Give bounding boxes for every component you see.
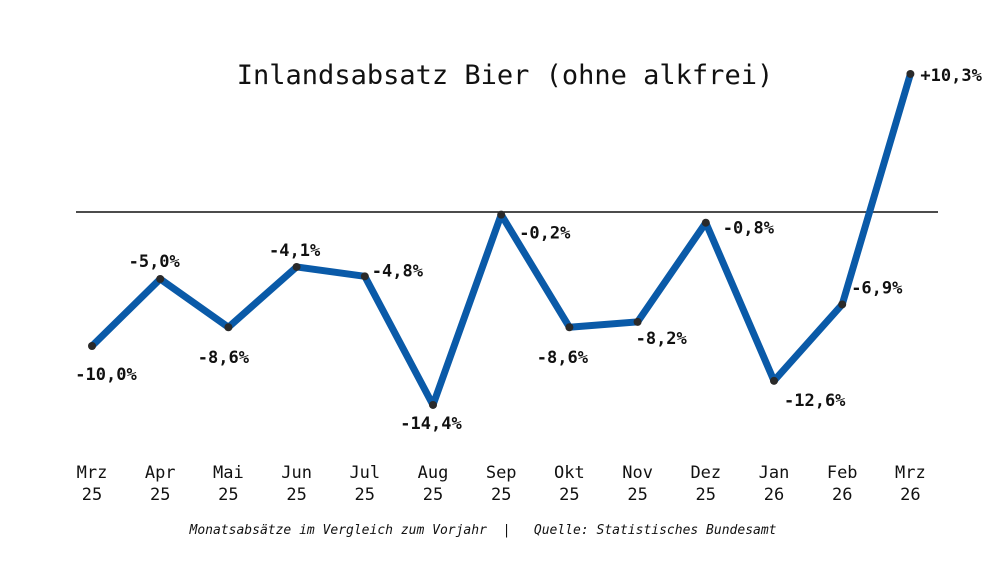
x-tick-year: 25 [559,485,579,505]
data-label: -10,0% [75,365,137,385]
data-point [701,218,710,227]
x-tick-month: Nov [622,463,653,483]
x-tick-year: 25 [82,485,102,505]
data-label: -0,2% [519,224,571,244]
x-tick-year: 25 [491,485,511,505]
data-label: -4,8% [372,261,424,281]
x-tick-year: 25 [696,485,716,505]
data-point [88,342,96,350]
data-point [770,376,778,385]
x-tick-year: 25 [286,485,306,505]
x-tick-month: Dez [690,463,721,483]
x-tick-year: 25 [627,485,647,505]
data-point [565,323,574,332]
x-tick-year: 25 [218,485,238,505]
chart-title: Inlandsabsatz Bier (ohne alkfrei) [237,60,773,91]
data-label: -14,4% [400,414,462,434]
data-label: -4,1% [269,241,321,261]
data-point [429,400,437,409]
x-tick-month: Mai [213,463,244,483]
x-tick-month: Feb [827,463,858,483]
x-tick-year: 26 [832,485,852,505]
data-point [633,317,642,326]
data-label: -12,6% [784,391,846,411]
data-label: -8,2% [636,329,688,349]
chart-caption: Monatsabsätze im Vergleich zum Vorjahr |… [189,523,777,538]
x-tick-month: Jul [349,463,380,483]
x-tick-year: 25 [355,485,375,505]
data-label: -8,6% [198,348,250,368]
data-point [156,275,165,283]
x-tick-month: Aug [418,463,449,483]
x-tick-year: 26 [900,485,920,505]
data-point [497,210,506,219]
x-tick-month: Mrz [895,463,926,483]
data-point [224,323,233,332]
x-tick-year: 25 [150,485,170,505]
data-point [360,272,369,281]
data-point [838,300,847,309]
x-tick-month: Okt [554,463,585,483]
data-point [906,69,915,78]
x-tick-year: 26 [764,485,784,505]
x-tick-month: Apr [145,463,176,483]
data-label: -8,6% [537,348,589,368]
x-tick-month: Jan [759,463,790,483]
x-tick-year: 25 [423,485,443,505]
data-point [292,262,301,271]
data-label: -5,0% [129,252,181,272]
data-label: -0,8% [723,219,775,239]
data-label: -6,9% [851,278,903,298]
x-tick-month: Sep [486,463,517,483]
data-label: +10,3% [920,66,982,86]
x-tick-month: Jun [281,463,312,483]
x-tick-month: Mrz [77,463,108,483]
